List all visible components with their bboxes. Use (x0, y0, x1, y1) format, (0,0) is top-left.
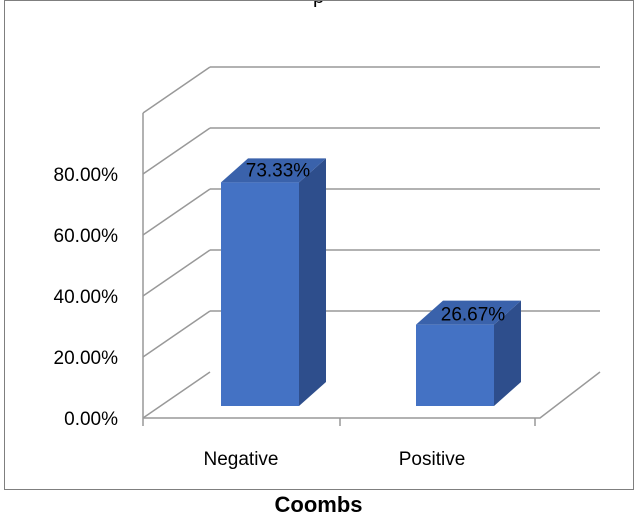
bar-top (416, 300, 521, 325)
y-tick-label: 40.00% (54, 287, 119, 308)
chart-frame (4, 0, 634, 490)
bar (416, 324, 494, 406)
gridline-side (142, 127, 211, 175)
gridline-side (142, 188, 211, 236)
y-tick-label: 60.00% (54, 226, 119, 247)
x-axis-title: Coombs (274, 492, 363, 517)
y-tick-label: 20.00% (54, 348, 119, 369)
bar-side (299, 158, 326, 406)
bar (221, 182, 299, 406)
bar-side (494, 300, 521, 406)
x-tick-label: Negative (204, 449, 279, 470)
chart-title-fragment: p (0, 0, 637, 9)
x-tick-label: Positive (399, 449, 466, 470)
data-label: 73.33% (246, 160, 311, 181)
y-tick-label: 80.00% (54, 165, 119, 186)
data-label: 26.67% (441, 305, 506, 326)
gridline-side (142, 249, 211, 297)
floor-edge (143, 371, 601, 419)
gridline-side (142, 371, 211, 419)
gridline-side (142, 66, 211, 114)
bar-top (221, 158, 326, 183)
gridline-side (142, 310, 211, 358)
y-tick-label: 0.00% (64, 409, 118, 430)
